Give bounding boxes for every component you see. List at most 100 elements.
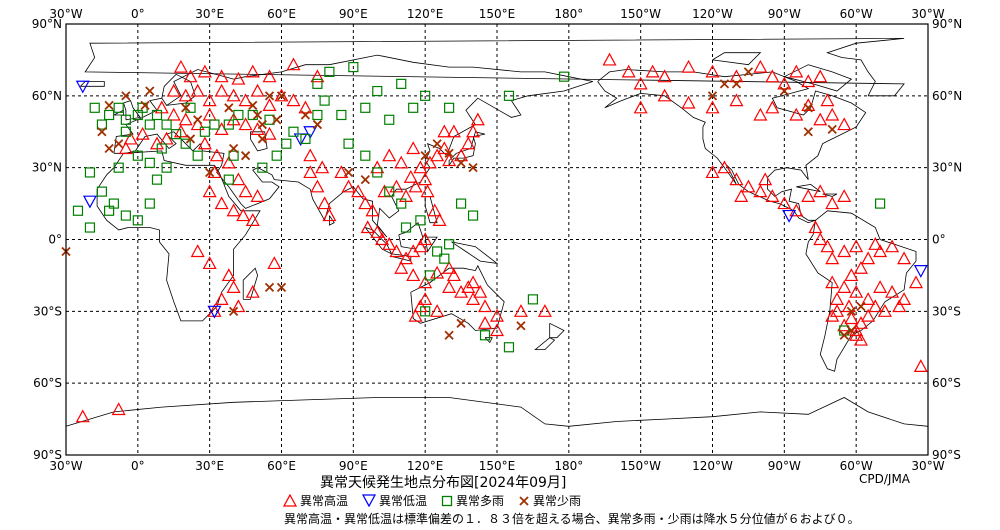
hot-marker xyxy=(734,189,749,202)
hot-marker xyxy=(430,265,445,279)
wet-marker xyxy=(558,71,570,82)
hot-marker xyxy=(202,184,217,198)
hot-marker xyxy=(394,260,409,274)
hot-marker xyxy=(837,244,852,258)
hot-marker xyxy=(274,88,289,102)
dry-marker xyxy=(846,325,857,336)
hot-marker xyxy=(221,155,236,169)
hot-marker xyxy=(777,76,792,90)
hot-marker xyxy=(454,148,469,162)
dry-marker xyxy=(264,282,275,293)
coastline xyxy=(534,337,556,350)
hot-marker xyxy=(446,268,461,282)
hot-marker xyxy=(310,69,325,83)
coastline xyxy=(796,183,821,192)
hot-marker xyxy=(418,292,433,305)
hot-marker xyxy=(813,112,828,126)
hot-marker xyxy=(466,292,481,305)
hot-marker xyxy=(262,69,277,83)
hot-marker xyxy=(801,189,816,202)
hot-marker xyxy=(789,64,804,78)
wet-marker xyxy=(503,342,515,353)
dry-marker xyxy=(205,167,215,178)
hot-marker xyxy=(418,275,433,289)
hot-marker xyxy=(461,136,476,150)
hot-marker xyxy=(430,148,445,162)
hot-marker xyxy=(317,196,332,210)
dry-marker xyxy=(803,127,813,137)
hot-marker xyxy=(657,88,672,102)
hot-marker xyxy=(892,299,907,313)
hot-marker xyxy=(868,299,883,313)
wet-marker xyxy=(223,119,234,130)
wet-marker xyxy=(228,150,239,161)
hot-marker xyxy=(442,153,457,167)
dry-marker xyxy=(444,330,454,340)
lon-tick-label: 60°W xyxy=(840,459,873,473)
coastline xyxy=(451,241,499,264)
hot-marker xyxy=(741,179,756,193)
wet-marker xyxy=(384,186,395,197)
hot-marker xyxy=(245,213,260,226)
threshold-note: 異常高温・異常低温は標準偏差の１．８３倍を超える場合、異常多雨・少雨は降水５分位… xyxy=(284,512,860,526)
dry-marker xyxy=(181,103,191,113)
hot-marker xyxy=(729,69,744,83)
wet-marker xyxy=(400,222,412,233)
hot-marker xyxy=(315,160,330,174)
dry-marker xyxy=(140,100,150,111)
hot-marker xyxy=(681,59,696,73)
hot-marker xyxy=(705,100,720,114)
hot-marker xyxy=(418,172,433,186)
triangle-down-icon xyxy=(362,494,377,507)
coastline xyxy=(113,81,593,238)
legend: 異常高温 異常低温 異常多雨 異常少雨 xyxy=(283,492,581,509)
dry-marker xyxy=(276,91,287,101)
hot-marker xyxy=(226,203,241,217)
legend-hot-label: 異常高温 xyxy=(300,494,349,508)
hot-marker xyxy=(135,126,150,140)
hot-marker xyxy=(825,251,840,265)
hot-marker xyxy=(470,112,485,126)
wet-marker xyxy=(120,126,131,137)
hot-marker xyxy=(825,275,840,289)
lat-tick-label: 30°N xyxy=(932,161,962,175)
wet-marker xyxy=(343,138,354,149)
hot-marker xyxy=(166,83,181,97)
hot-marker xyxy=(758,172,773,186)
axis-ticks: 30°W 30°W 0° 0° 30°E 30°E 60°E 60°E 90°E 90°E 120°… xyxy=(32,7,963,473)
wet-marker xyxy=(336,109,347,121)
hot-marker xyxy=(537,304,552,317)
dry-marker xyxy=(121,91,131,101)
cold-marker xyxy=(303,126,318,140)
hot-marker xyxy=(231,299,246,313)
wet-marker xyxy=(312,78,323,89)
hot-marker xyxy=(801,74,816,88)
hot-marker xyxy=(341,179,356,193)
hot-marker xyxy=(408,308,423,322)
wet-marker xyxy=(467,210,479,221)
dry-marker xyxy=(803,103,813,113)
hot-marker xyxy=(370,160,385,174)
hot-marker xyxy=(645,64,660,78)
hot-marker xyxy=(173,59,188,73)
hot-marker xyxy=(913,359,928,373)
hot-marker xyxy=(753,107,768,121)
wet-marker xyxy=(875,198,886,209)
wet-marker xyxy=(209,119,220,130)
cold-marker xyxy=(75,80,90,94)
hot-marker xyxy=(360,220,375,234)
hot-marker xyxy=(837,318,852,332)
wet-marker xyxy=(319,95,330,106)
hot-marker xyxy=(885,239,900,253)
hot-marker xyxy=(813,232,828,246)
hot-marker xyxy=(861,308,876,322)
hot-marker xyxy=(250,122,265,135)
station-markers xyxy=(61,52,928,423)
dry-marker xyxy=(104,100,114,111)
dry-marker xyxy=(743,67,754,77)
hot-marker xyxy=(705,165,720,179)
dry-marker xyxy=(343,167,354,178)
lat-tick-label: 30°S xyxy=(932,304,961,318)
hot-marker xyxy=(621,64,636,78)
lat-tick-label: 90°N xyxy=(932,17,962,31)
